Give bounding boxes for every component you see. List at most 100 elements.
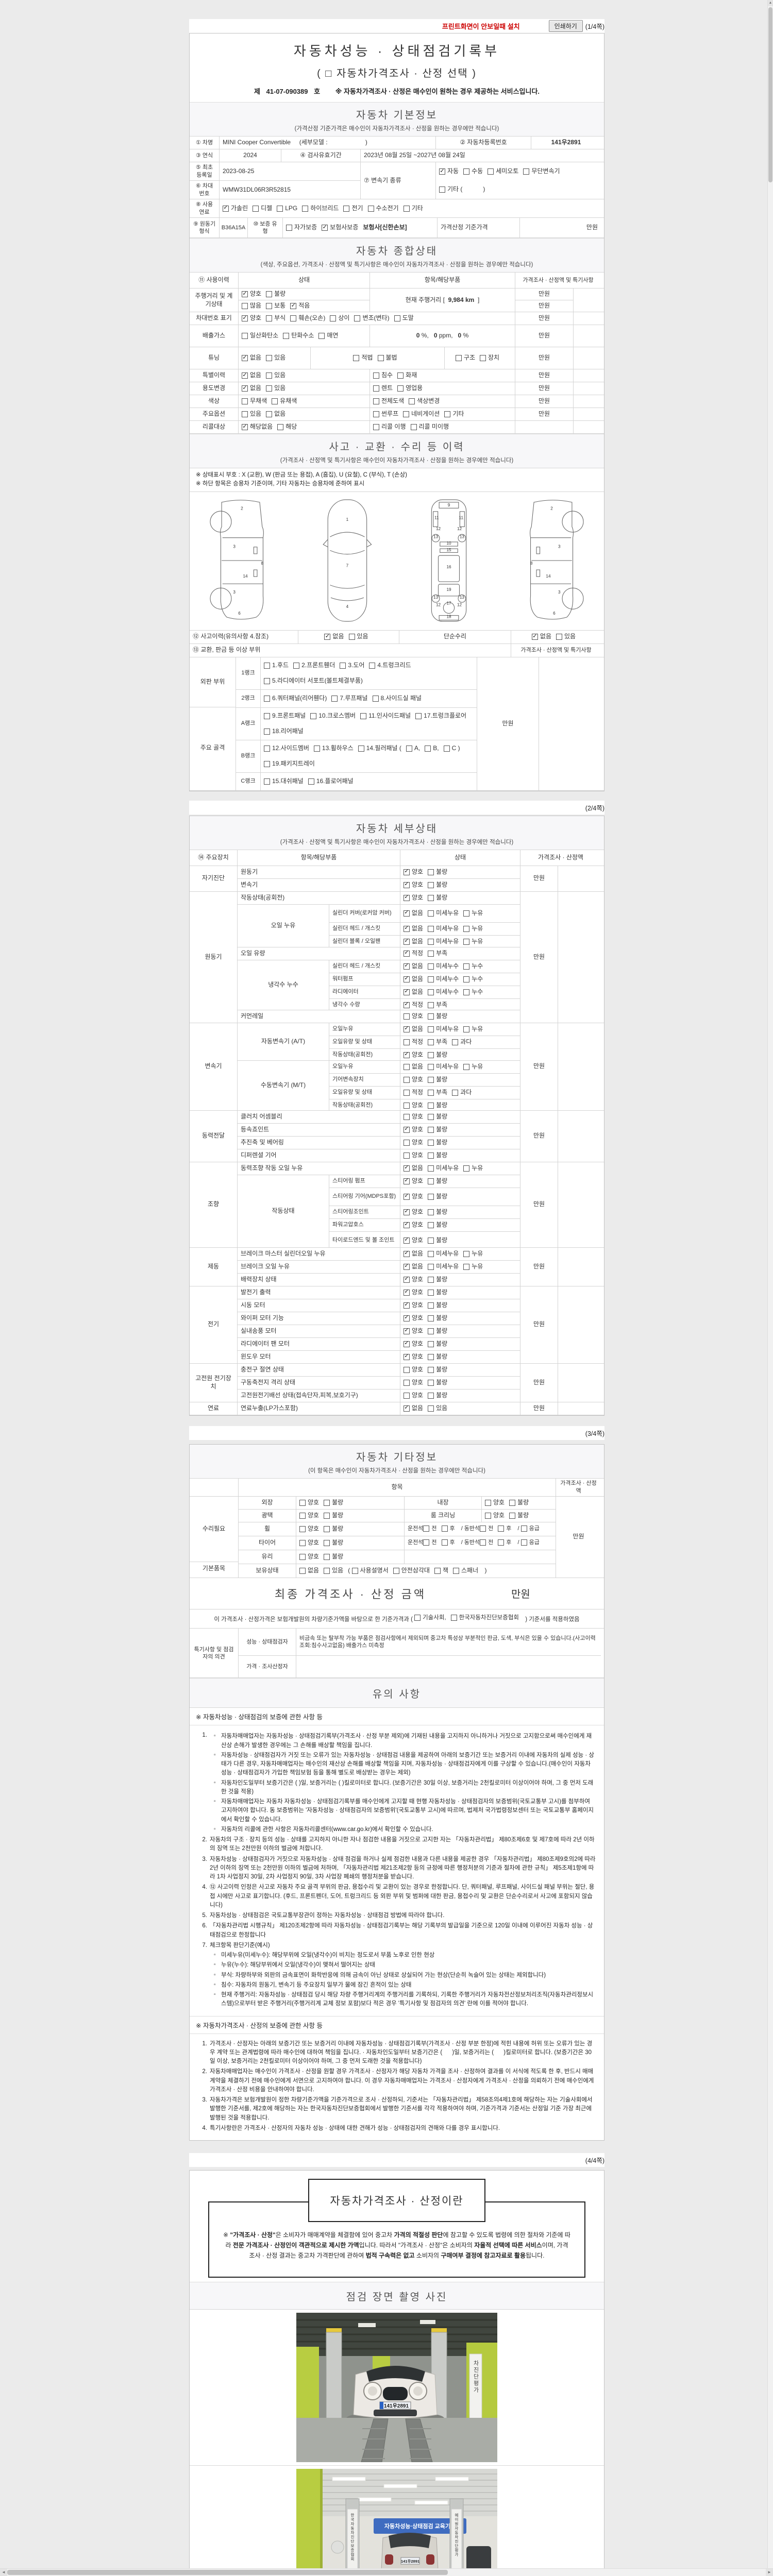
checkbox-unchecked[interactable] <box>373 411 379 417</box>
checkbox-unchecked[interactable] <box>434 1567 441 1574</box>
checkbox-unchecked[interactable] <box>428 1052 434 1058</box>
checkbox-unchecked[interactable] <box>415 713 422 719</box>
checkbox-unchecked[interactable] <box>463 1250 470 1257</box>
print-button[interactable]: 인쇄하기 <box>548 20 583 32</box>
checkbox-unchecked[interactable] <box>404 1152 410 1159</box>
checkbox-checked[interactable] <box>404 925 410 932</box>
checkbox-unchecked[interactable] <box>428 894 434 901</box>
checkbox-unchecked[interactable] <box>428 869 434 875</box>
checkbox-unchecked[interactable] <box>428 1193 434 1200</box>
checkbox-unchecked[interactable] <box>299 1567 306 1574</box>
checkbox-checked[interactable] <box>223 205 229 212</box>
checkbox-unchecked[interactable] <box>397 372 404 379</box>
checkbox-unchecked[interactable] <box>266 372 273 379</box>
checkbox-unchecked[interactable] <box>509 1499 516 1506</box>
checkbox-unchecked[interactable] <box>452 1089 459 1096</box>
checkbox-unchecked[interactable] <box>452 1567 459 1574</box>
checkbox-checked[interactable] <box>404 882 410 888</box>
checkbox-checked[interactable] <box>404 1209 410 1215</box>
checkbox-checked[interactable] <box>531 634 538 640</box>
checkbox-unchecked[interactable] <box>463 925 470 932</box>
checkbox-checked[interactable] <box>404 894 410 901</box>
checkbox-unchecked[interactable] <box>498 1526 505 1532</box>
checkbox-unchecked[interactable] <box>264 695 270 702</box>
checkbox-unchecked[interactable] <box>463 168 470 175</box>
checkbox-unchecked[interactable] <box>266 303 273 309</box>
checkbox-unchecked[interactable] <box>403 411 410 417</box>
checkbox-checked[interactable] <box>404 869 410 875</box>
checkbox-unchecked[interactable] <box>428 1328 434 1334</box>
checkbox-unchecked[interactable] <box>463 1026 470 1032</box>
checkbox-unchecked[interactable] <box>264 713 270 719</box>
scroll-right-arrow[interactable]: ► <box>766 2569 773 2576</box>
checkbox-unchecked[interactable] <box>441 1539 448 1546</box>
checkbox-unchecked[interactable] <box>455 355 462 361</box>
checkbox-unchecked[interactable] <box>242 303 248 309</box>
checkbox-unchecked[interactable] <box>441 1526 448 1532</box>
checkbox-unchecked[interactable] <box>372 695 379 702</box>
print-install-notice[interactable]: 프린트화면이 안보일때 설치 <box>442 23 520 30</box>
checkbox-unchecked[interactable] <box>450 1615 457 1621</box>
checkbox-unchecked[interactable] <box>423 1539 430 1546</box>
checkbox-checked[interactable] <box>404 1302 410 1309</box>
checkbox-unchecked[interactable] <box>480 1526 486 1532</box>
checkbox-unchecked[interactable] <box>351 1567 358 1574</box>
checkbox-unchecked[interactable] <box>299 1526 306 1532</box>
checkbox-unchecked[interactable] <box>324 1553 330 1560</box>
checkbox-unchecked[interactable] <box>302 205 309 212</box>
checkbox-unchecked[interactable] <box>373 372 379 379</box>
checkbox-unchecked[interactable] <box>324 1526 330 1532</box>
checkbox-unchecked[interactable] <box>348 634 355 640</box>
checkbox-checked[interactable] <box>404 1263 410 1270</box>
checkbox-unchecked[interactable] <box>377 355 384 361</box>
checkbox-unchecked[interactable] <box>308 778 314 785</box>
checkbox-unchecked[interactable] <box>428 1405 434 1412</box>
checkbox-unchecked[interactable] <box>428 1013 434 1020</box>
checkbox-unchecked[interactable] <box>404 1379 410 1386</box>
checkbox-checked[interactable] <box>404 1353 410 1360</box>
checkbox-unchecked[interactable] <box>353 355 360 361</box>
checkbox-unchecked[interactable] <box>428 1237 434 1244</box>
checkbox-unchecked[interactable] <box>277 205 283 212</box>
checkbox-unchecked[interactable] <box>463 1263 470 1270</box>
checkbox-unchecked[interactable] <box>340 662 346 669</box>
checkbox-unchecked[interactable] <box>324 1539 330 1546</box>
checkbox-unchecked[interactable] <box>360 713 367 719</box>
checkbox-unchecked[interactable] <box>463 910 470 917</box>
checkbox-unchecked[interactable] <box>264 778 270 785</box>
checkbox-unchecked[interactable] <box>242 411 248 417</box>
checkbox-unchecked[interactable] <box>286 225 292 231</box>
horizontal-scroll-thumb[interactable] <box>7 2570 448 2575</box>
checkbox-unchecked[interactable] <box>428 1063 434 1070</box>
checkbox-unchecked[interactable] <box>428 1126 434 1133</box>
checkbox-unchecked[interactable] <box>354 315 361 321</box>
checkbox-unchecked[interactable] <box>428 1276 434 1283</box>
checkbox-unchecked[interactable] <box>428 976 434 982</box>
horizontal-scrollbar[interactable]: ◄ ► <box>0 2568 773 2576</box>
checkbox-unchecked[interactable] <box>428 1366 434 1373</box>
checkbox-unchecked[interactable] <box>397 385 404 392</box>
checkbox-checked[interactable] <box>404 1250 410 1257</box>
checkbox-checked[interactable] <box>404 1276 410 1283</box>
checkbox-unchecked[interactable] <box>299 1539 306 1546</box>
checkbox-unchecked[interactable] <box>488 168 494 175</box>
checkbox-unchecked[interactable] <box>428 1102 434 1109</box>
checkbox-unchecked[interactable] <box>509 1512 516 1519</box>
checkbox-unchecked[interactable] <box>443 745 450 752</box>
checkbox-unchecked[interactable] <box>404 1089 410 1096</box>
checkbox-unchecked[interactable] <box>463 1063 470 1070</box>
checkbox-checked[interactable] <box>242 372 248 379</box>
checkbox-checked[interactable] <box>404 1026 410 1032</box>
checkbox-unchecked[interactable] <box>264 728 270 735</box>
vertical-scrollbar[interactable]: ▲ ▼ <box>767 0 773 2576</box>
checkbox-unchecked[interactable] <box>404 1102 410 1109</box>
checkbox-unchecked[interactable] <box>463 963 470 970</box>
checkbox-checked[interactable] <box>404 1405 410 1412</box>
checkbox-unchecked[interactable] <box>414 1615 421 1621</box>
checkbox-unchecked[interactable] <box>277 424 284 430</box>
checkbox-unchecked[interactable] <box>266 291 273 297</box>
checkbox-unchecked[interactable] <box>428 1341 434 1347</box>
checkbox-unchecked[interactable] <box>324 1567 330 1574</box>
checkbox-checked[interactable] <box>404 1052 410 1058</box>
checkbox-unchecked[interactable] <box>428 1076 434 1083</box>
